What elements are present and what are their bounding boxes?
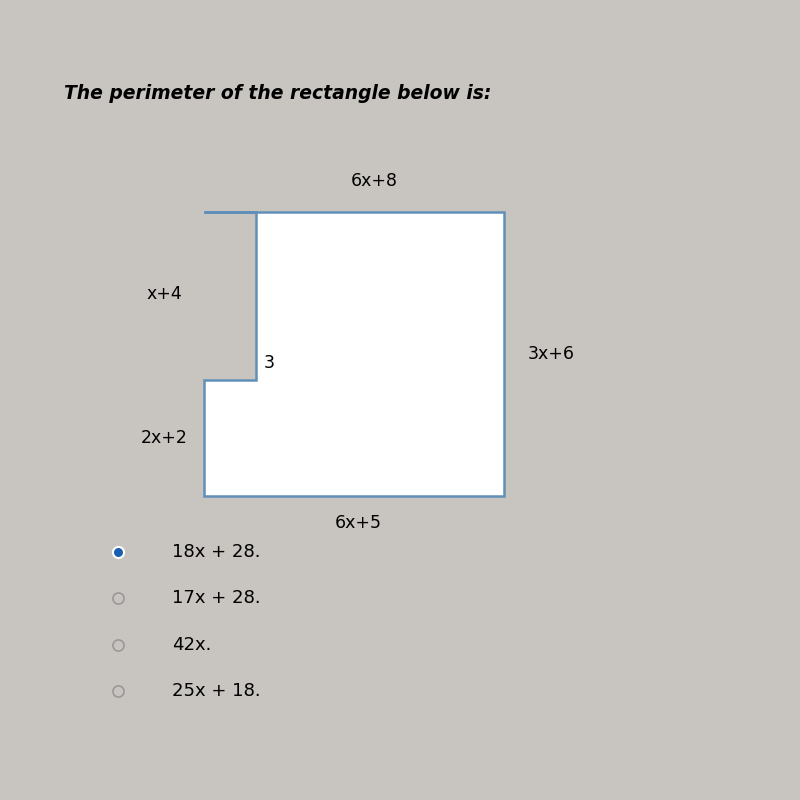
Text: 18x + 28.: 18x + 28. [172, 543, 261, 561]
Text: 3: 3 [264, 354, 275, 372]
Text: 42x.: 42x. [172, 636, 211, 654]
Text: 17x + 28.: 17x + 28. [172, 590, 261, 607]
Text: 6x+5: 6x+5 [335, 514, 382, 532]
Text: 6x+8: 6x+8 [351, 172, 398, 190]
Text: 3x+6: 3x+6 [528, 346, 575, 363]
Text: x+4: x+4 [146, 286, 182, 303]
Polygon shape [204, 212, 504, 496]
Text: The perimeter of the rectangle below is:: The perimeter of the rectangle below is: [64, 84, 491, 103]
Text: 25x + 18.: 25x + 18. [172, 682, 261, 700]
Text: 2x+2: 2x+2 [141, 430, 188, 447]
